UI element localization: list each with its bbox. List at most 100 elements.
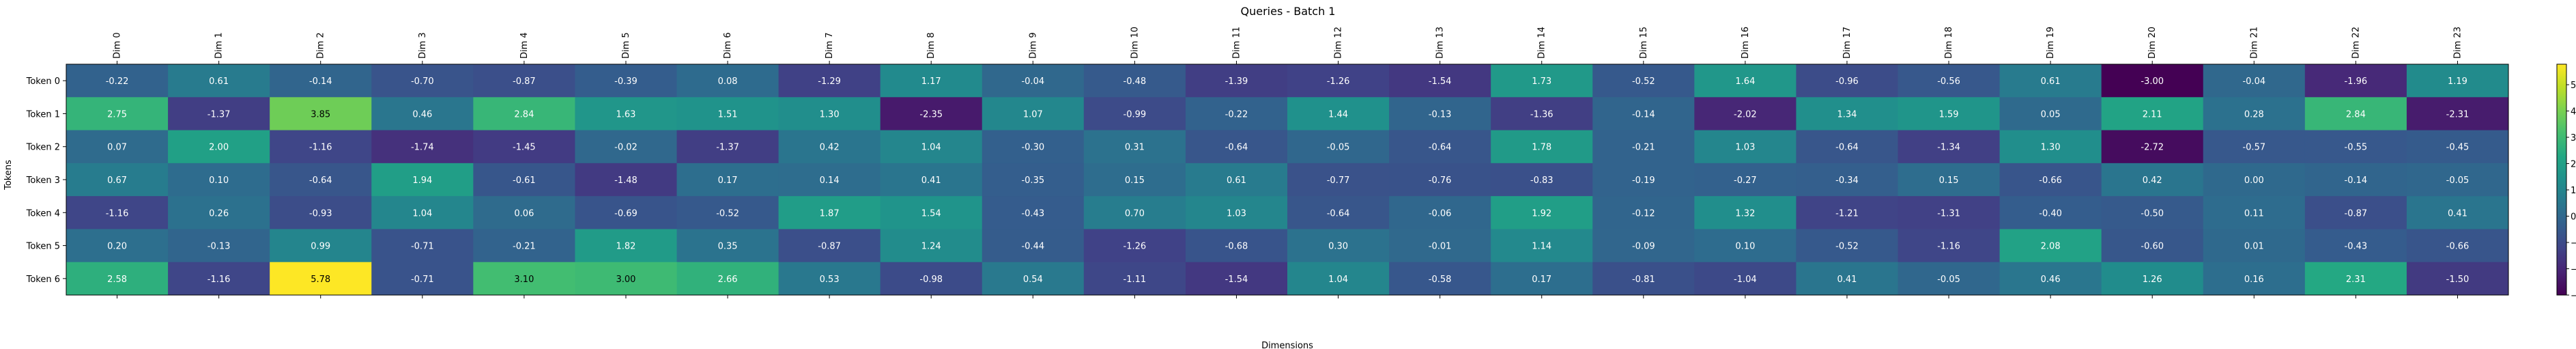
cell-value-label: 0.31	[1125, 143, 1145, 153]
heatmap-cell	[66, 97, 169, 131]
heatmap-cell	[778, 97, 881, 131]
y-axis-label: Tokens	[3, 160, 14, 191]
cell-value-label: 0.17	[1532, 275, 1551, 285]
heatmap-cell	[1694, 163, 1797, 197]
heatmap-cell	[982, 229, 1085, 263]
cell-value-label: 1.87	[820, 208, 840, 219]
heatmap-cell	[1592, 97, 1695, 131]
y-tick-label: Token 2	[26, 143, 60, 153]
x-tick-label: Dim 21	[2249, 27, 2259, 59]
heatmap-cell	[1592, 64, 1695, 98]
heatmap-cell	[168, 97, 270, 131]
cell-value-label: -1.04	[1734, 275, 1757, 285]
heatmap-cell	[1083, 163, 1186, 197]
heatmap-cell	[1287, 163, 1390, 197]
x-tick-label: Dim 16	[1741, 27, 1751, 59]
heatmap-cell	[676, 163, 779, 197]
heatmap-cell	[2304, 130, 2407, 164]
x-tick-label: Dim 13	[1435, 27, 1446, 59]
cell-value-label: -2.72	[2141, 143, 2164, 153]
heatmap-cell	[1898, 196, 2001, 229]
y-tick-label: Token 0	[26, 76, 60, 87]
cell-value-label: 0.46	[412, 109, 432, 120]
heatmap-cell	[270, 64, 372, 98]
cell-value-label: 5.78	[311, 275, 330, 285]
heatmap-cell	[2101, 130, 2204, 164]
heatmap-cell	[66, 229, 169, 263]
cell-value-label: 0.99	[311, 242, 330, 252]
colorbar-tick-label: 5	[2571, 81, 2576, 91]
heatmap-cell	[270, 97, 372, 131]
heatmap-cell	[168, 229, 270, 263]
cell-value-label: -0.56	[1937, 76, 1960, 87]
heatmap-cell	[473, 64, 575, 98]
cell-value-label: 0.61	[209, 76, 229, 87]
heatmap-cell	[1083, 64, 1186, 98]
cell-value-label: -0.64	[1835, 143, 1859, 153]
heatmap-cell	[1999, 229, 2102, 263]
cell-value-label: -0.14	[309, 76, 332, 87]
cell-value-label: 1.24	[921, 242, 941, 252]
cell-value-label: 0.17	[718, 176, 738, 186]
cell-value-label: -0.21	[513, 242, 536, 252]
heatmap-cell	[371, 64, 474, 98]
cell-value-label: -1.54	[1225, 275, 1248, 285]
cell-value-label: 1.04	[1328, 275, 1348, 285]
cell-value-label: 0.26	[209, 208, 229, 219]
x-tick-label: Dim 0	[113, 32, 123, 59]
cell-value-label: -1.16	[207, 275, 231, 285]
cell-value-label: -1.74	[411, 143, 434, 153]
x-axis-label: Dimensions	[1261, 341, 1313, 349]
heatmap-cell	[2203, 229, 2306, 263]
cell-value-label: 0.06	[514, 208, 534, 219]
cell-value-label: 1.92	[1532, 208, 1551, 219]
heatmap-cell	[1999, 97, 2102, 131]
heatmap-cell	[66, 64, 169, 98]
cell-value-label: -0.87	[818, 242, 841, 252]
heatmap-cell	[1389, 64, 1491, 98]
heatmap-cell	[2304, 229, 2407, 263]
heatmap-cell	[575, 130, 677, 164]
heatmap-cell	[1898, 97, 2001, 131]
heatmap-cell	[371, 196, 474, 229]
heatmap-cell	[982, 130, 1085, 164]
cell-value-label: 0.41	[1837, 275, 1857, 285]
colorbar-tick-label: 2	[2571, 160, 2576, 170]
cell-value-label: -0.52	[1835, 242, 1859, 252]
cell-value-label: -0.01	[1429, 242, 1452, 252]
cell-value-label: 1.32	[1735, 208, 1755, 219]
heatmap-cell	[1185, 196, 1288, 229]
colorbar-tick-label: 4	[2571, 107, 2576, 117]
heatmap-cell	[676, 262, 779, 296]
cell-value-label: -0.57	[2242, 143, 2265, 153]
heatmap-cell	[2304, 64, 2407, 98]
cell-value-label: -1.39	[1225, 76, 1248, 87]
heatmap-cell	[168, 196, 270, 229]
heatmap-cell	[371, 229, 474, 263]
heatmap-cell	[1491, 262, 1593, 296]
x-tick-label: Dim 14	[1537, 27, 1547, 59]
heatmap-cell	[66, 262, 169, 296]
heatmap-cell	[1185, 229, 1288, 263]
heatmap-cell	[676, 229, 779, 263]
heatmap-cell	[2203, 97, 2306, 131]
cell-value-label: -0.05	[2446, 176, 2470, 186]
heatmap-cell	[982, 163, 1085, 197]
heatmap-cell	[2304, 196, 2407, 229]
colorbar-tick-label: 3	[2571, 133, 2576, 143]
heatmap-cell	[270, 163, 372, 197]
cell-value-label: -0.19	[1632, 176, 1655, 186]
heatmap-cell	[371, 163, 474, 197]
heatmap-cell	[1287, 196, 1390, 229]
cell-value-label: 1.73	[1532, 76, 1551, 87]
y-tick-label: Token 6	[26, 275, 60, 285]
heatmap-cell	[2203, 262, 2306, 296]
cell-value-label: -0.05	[1327, 143, 1350, 153]
cell-value-label: 0.46	[2041, 275, 2061, 285]
heatmap-cell	[1491, 130, 1593, 164]
heatmap-cell	[575, 262, 677, 296]
heatmap-cell	[575, 64, 677, 98]
cell-value-label: -0.12	[1632, 208, 1655, 219]
cell-value-label: 1.54	[921, 208, 941, 219]
cell-value-label: 1.51	[718, 109, 738, 120]
